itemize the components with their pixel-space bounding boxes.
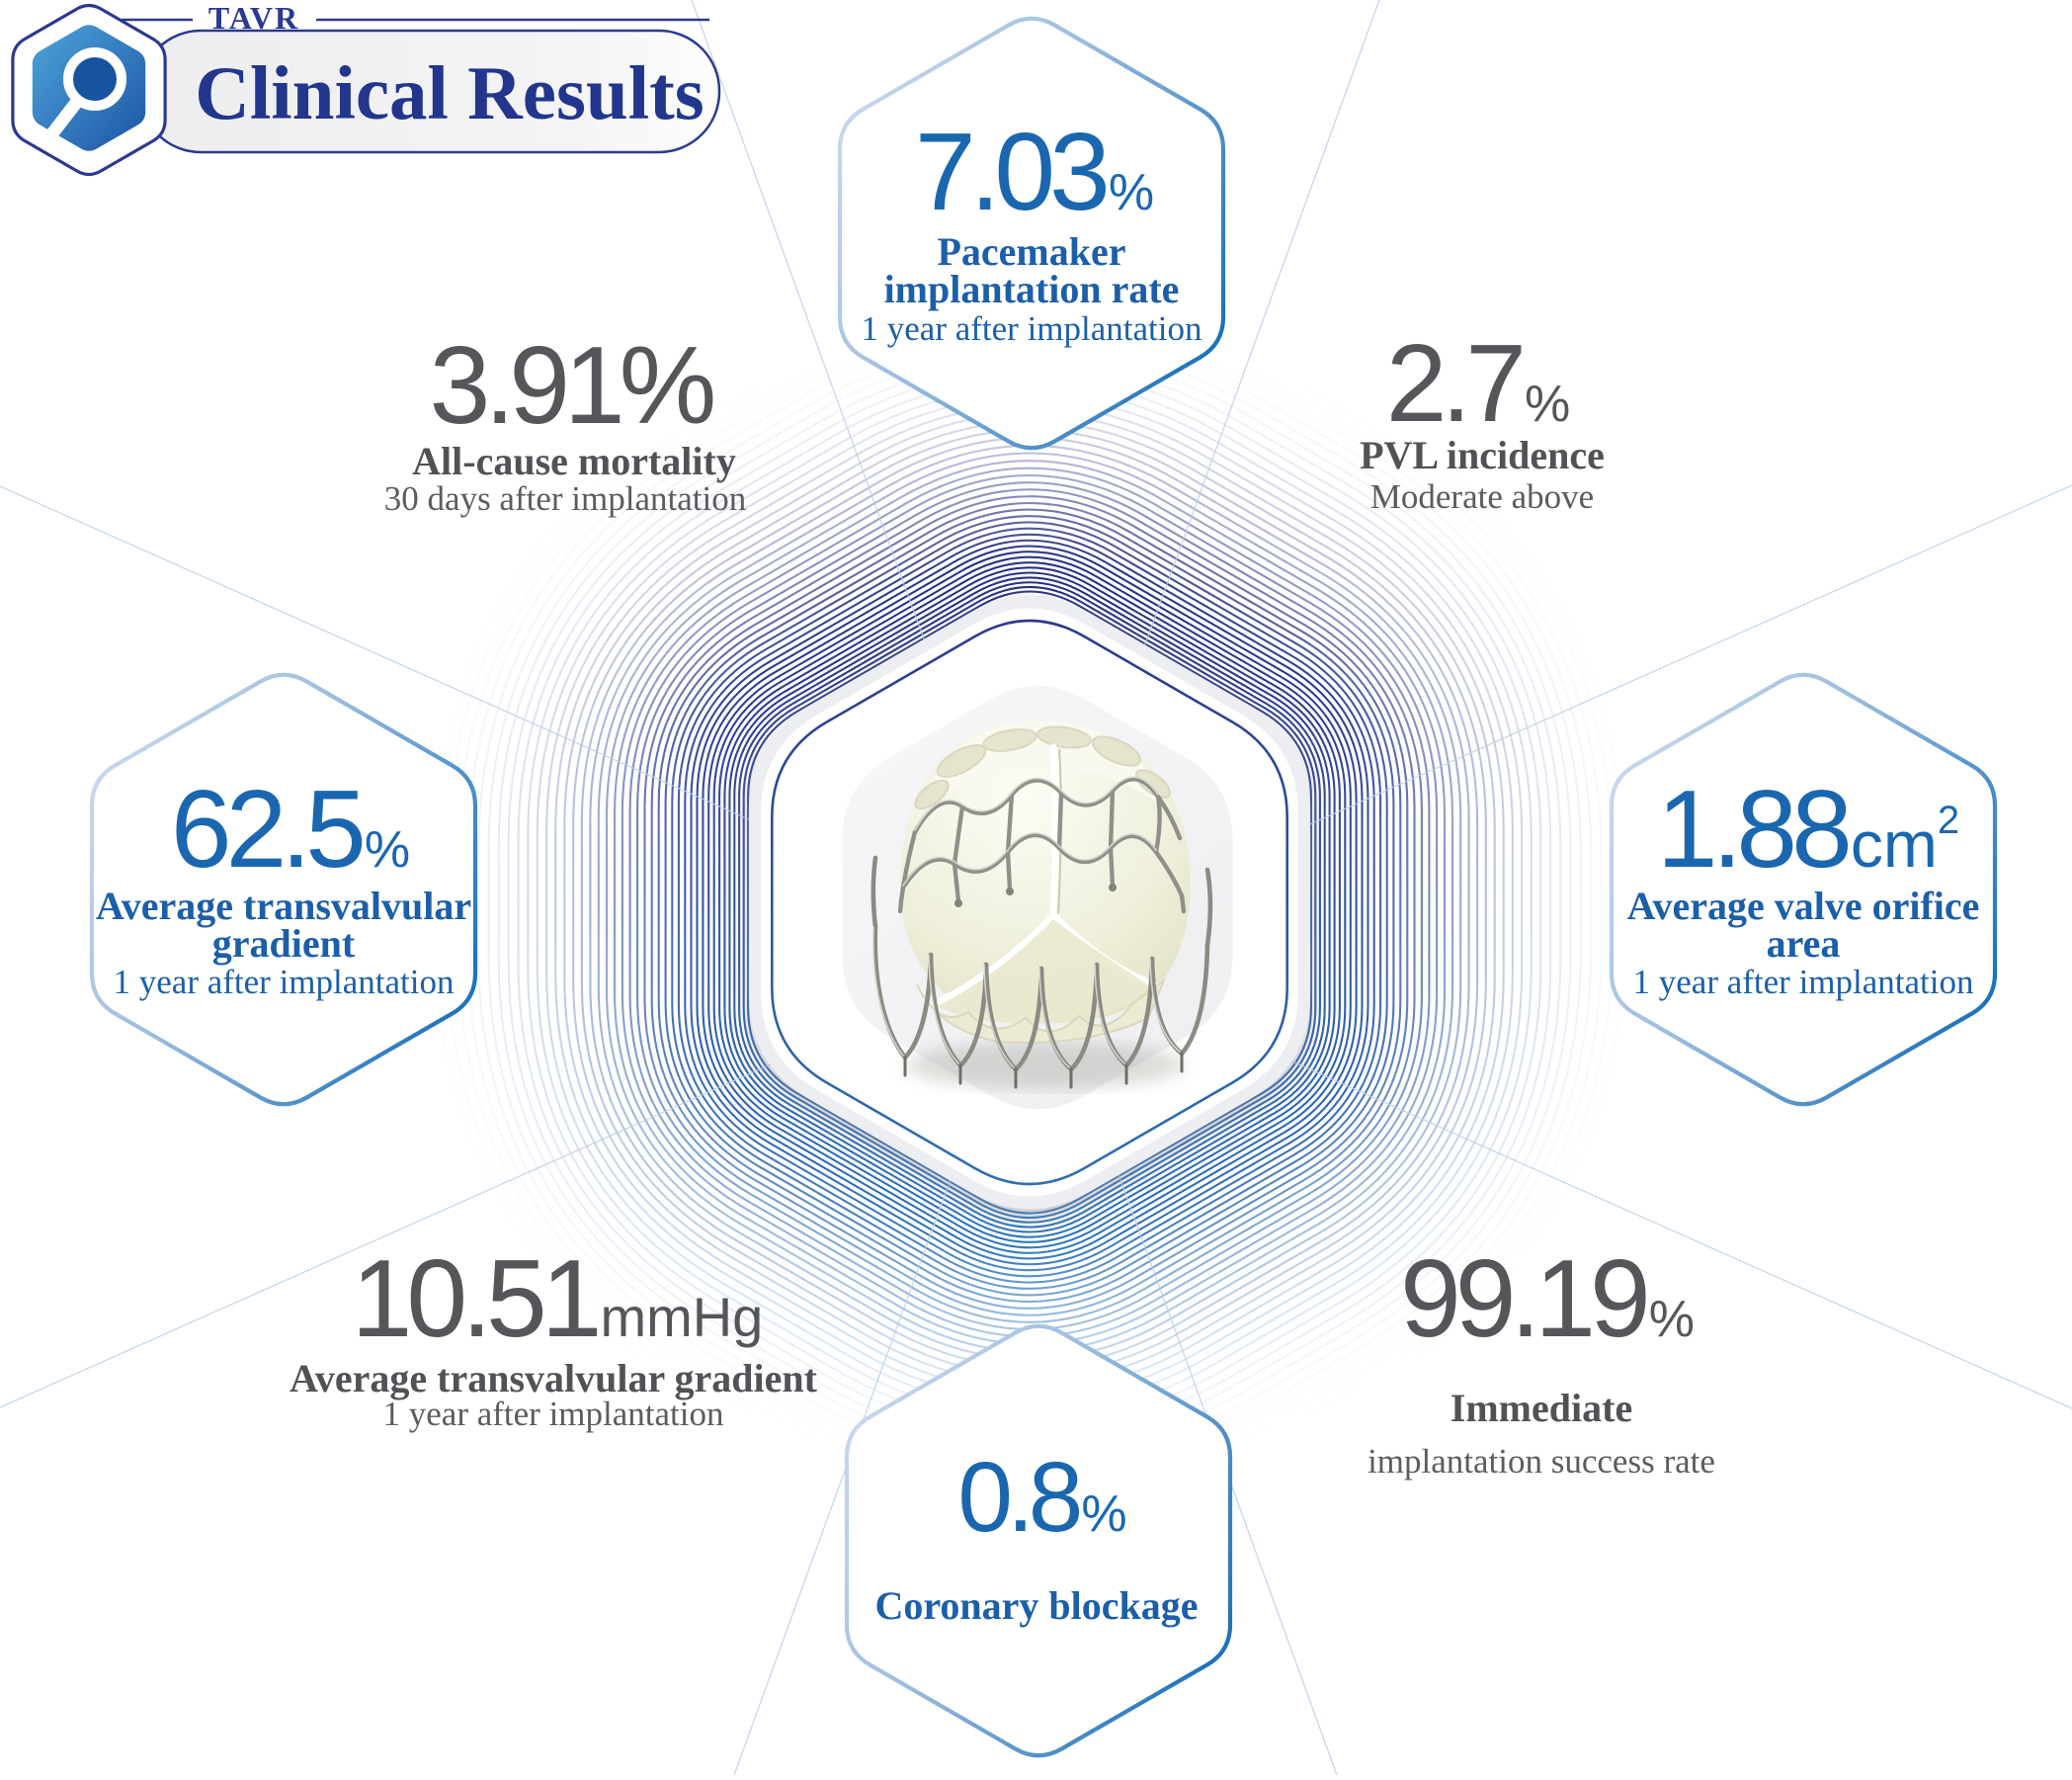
svg-text:implantation rate: implantation rate (884, 267, 1180, 311)
svg-text:implantation success rate: implantation success rate (1368, 1442, 1715, 1481)
svg-text:62.5%: 62.5% (171, 768, 410, 890)
svg-text:Pacemaker: Pacemaker (937, 229, 1125, 274)
svg-text:Clinical Results: Clinical Results (195, 50, 704, 135)
svg-text:Coronary blockage: Coronary blockage (874, 1583, 1198, 1628)
svg-text:area: area (1767, 921, 1841, 966)
svg-text:gradient: gradient (212, 921, 356, 966)
svg-text:2.7%: 2.7% (1386, 322, 1571, 445)
svg-text:TAVR: TAVR (208, 0, 299, 36)
svg-text:Average transvalvular: Average transvalvular (96, 884, 471, 928)
svg-text:1 year after implantation: 1 year after implantation (1633, 963, 1974, 1001)
svg-text:PVL incidence: PVL incidence (1360, 433, 1605, 477)
svg-text:1.88cm2: 1.88cm2 (1657, 768, 1959, 890)
svg-text:99.19%: 99.19% (1400, 1237, 1695, 1360)
svg-text:1 year after implantation: 1 year after implantation (862, 309, 1202, 348)
svg-text:30 days after implantation: 30 days after implantation (384, 479, 746, 518)
svg-text:Moderate above: Moderate above (1370, 477, 1594, 516)
svg-text:10.51mmHg: 10.51mmHg (352, 1237, 764, 1360)
svg-text:Average valve orifice: Average valve orifice (1627, 884, 1980, 928)
svg-text:7.03%: 7.03% (915, 111, 1154, 233)
svg-text:All-cause mortality: All-cause mortality (412, 439, 736, 483)
svg-text:Average transvalvular gradient: Average transvalvular gradient (290, 1356, 818, 1400)
svg-text:Immediate: Immediate (1450, 1386, 1632, 1430)
svg-text:1 year after implantation: 1 year after implantation (114, 963, 455, 1001)
svg-text:3.91%: 3.91% (430, 324, 713, 447)
svg-text:0.8%: 0.8% (957, 1442, 1126, 1553)
svg-text:1 year after implantation: 1 year after implantation (383, 1395, 724, 1433)
